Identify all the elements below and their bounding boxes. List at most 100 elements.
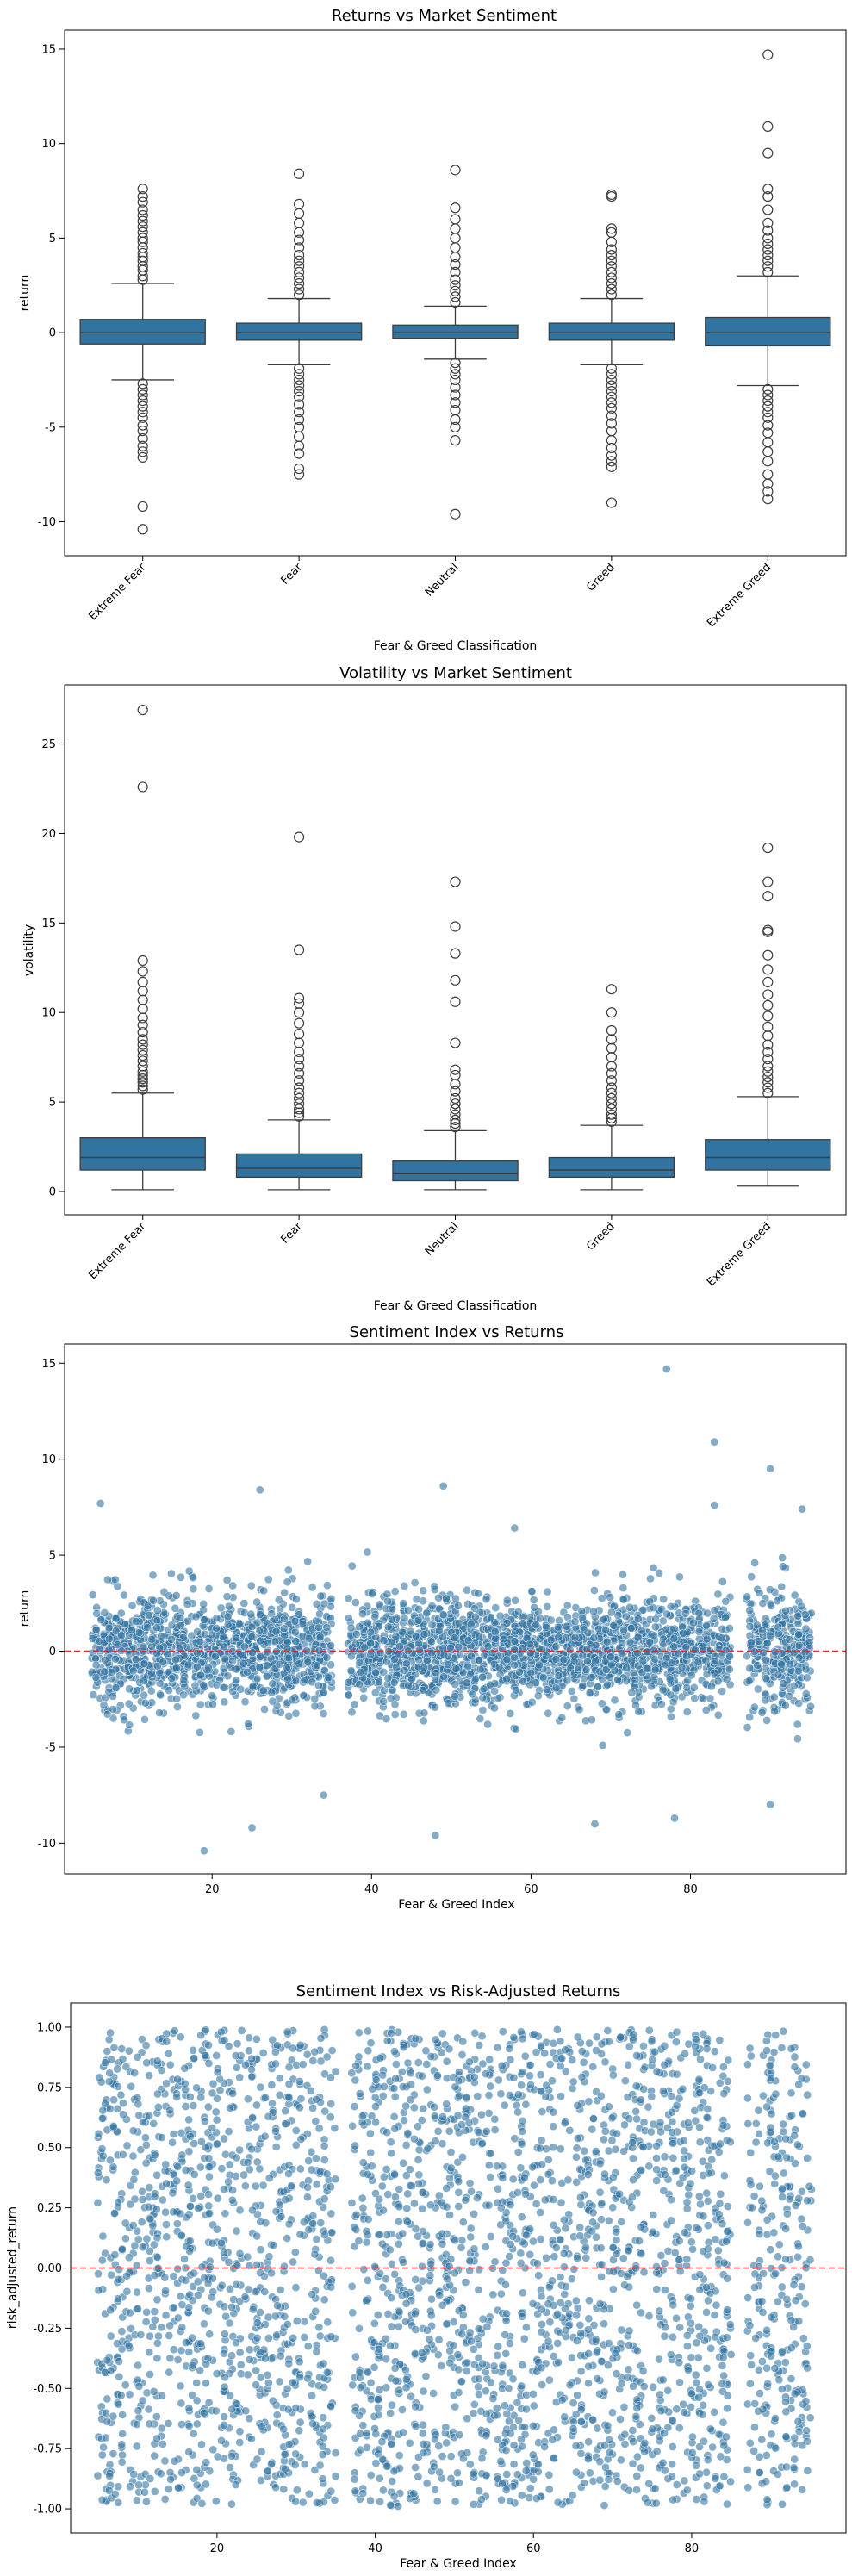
scatter-point — [580, 2479, 588, 2487]
scatter-point — [201, 1629, 209, 1639]
scatter-point — [191, 1612, 201, 1621]
scatter-point — [790, 1590, 799, 1600]
scatter-point — [619, 1595, 628, 1604]
scatter-point — [684, 2190, 693, 2200]
scatter-point — [468, 1689, 477, 1699]
scatter-point — [310, 1694, 320, 1703]
scatter-point — [466, 1620, 476, 1629]
scatter-point — [681, 1643, 691, 1652]
outlier-point — [294, 1107, 305, 1118]
scatter-point — [251, 2181, 260, 2191]
scatter-point — [451, 1692, 459, 1701]
outlier-point — [294, 1092, 305, 1104]
y-tick-label: -0.50 — [33, 2383, 62, 2396]
outlier-point — [294, 1067, 305, 1079]
scatter-point — [561, 2224, 570, 2233]
scatter-point — [434, 1593, 443, 1602]
scatter-point — [702, 2308, 711, 2317]
scatter-point — [771, 1647, 780, 1657]
outlier-point — [137, 395, 148, 407]
scatter-point — [702, 1634, 712, 1644]
scatter-point — [525, 2493, 534, 2502]
outlier-point — [606, 1052, 618, 1063]
scatter-point — [280, 1615, 289, 1624]
outlier-point — [294, 1111, 305, 1122]
scatter-point — [533, 1691, 543, 1701]
outlier-point — [606, 369, 618, 380]
iqr-box — [392, 324, 519, 339]
scatter-point — [572, 2178, 581, 2187]
scatter-point — [451, 1594, 460, 1603]
scatter-point — [283, 1565, 293, 1575]
scatter-point — [288, 1602, 296, 1612]
scatter-point — [312, 2154, 320, 2163]
scatter-point — [551, 1655, 561, 1664]
scatter-point — [146, 1686, 156, 1696]
scatter-point — [762, 1674, 771, 1683]
scatter-point — [351, 1630, 361, 1639]
scatter-point — [176, 1621, 185, 1630]
scatter-point — [326, 1594, 336, 1603]
scatter-point — [723, 2499, 731, 2509]
scatter-point — [150, 2487, 159, 2496]
scatter-point — [535, 1634, 544, 1644]
outlier-point — [762, 842, 774, 854]
scatter-point — [124, 2253, 134, 2262]
scatter-point — [256, 1652, 265, 1661]
scatter-point — [366, 1639, 375, 1648]
scatter-point — [469, 2500, 478, 2509]
scatter-point — [702, 2467, 711, 2477]
scatter-point — [438, 2029, 447, 2038]
scatter-point — [400, 2116, 408, 2125]
outlier-point — [450, 266, 461, 277]
scatter-point — [680, 2162, 689, 2172]
scatter-point — [543, 1602, 552, 1611]
scatter-point — [288, 1696, 297, 1705]
scatter-point — [696, 2200, 705, 2209]
outlier-point — [294, 242, 305, 253]
scatter-point — [366, 2471, 376, 2480]
scatter-point — [122, 2141, 132, 2150]
scatter-point — [387, 2322, 396, 2331]
scatter-point — [316, 1591, 326, 1601]
scatter-point — [483, 1642, 493, 1652]
scatter-point — [379, 1697, 389, 1706]
scatter-point — [164, 2049, 173, 2058]
scatter-point — [573, 2032, 582, 2042]
scatter-point — [667, 1658, 676, 1668]
scatter-point — [661, 2286, 669, 2294]
scatter-point — [526, 1648, 535, 1658]
chart-title: Returns vs Market Sentiment — [332, 7, 557, 25]
scatter-point — [789, 1681, 799, 1690]
outlier-point — [294, 386, 305, 397]
scatter-point — [145, 2071, 153, 2080]
scatter-point — [134, 1628, 144, 1637]
outlier-point — [606, 435, 618, 446]
scatter-point — [331, 2448, 340, 2457]
scatter-point — [794, 1640, 804, 1650]
scatter-point — [314, 2323, 324, 2332]
scatter-point — [786, 1659, 795, 1669]
outlier-point — [762, 1071, 774, 1083]
outlier-point — [137, 247, 148, 259]
scatter-point — [164, 2419, 173, 2428]
scatter-point — [724, 2056, 733, 2065]
scatter-point — [320, 1599, 329, 1608]
scatter-point — [743, 2399, 752, 2409]
scatter-point — [794, 1653, 804, 1663]
outlier-point — [606, 1098, 618, 1110]
scatter-point — [358, 2203, 368, 2212]
scatter-point — [765, 1585, 774, 1595]
scatter-point — [133, 2496, 141, 2505]
scatter-point — [718, 1577, 727, 1586]
scatter-point — [710, 1437, 719, 1447]
scatter-point — [233, 2039, 242, 2049]
scatter-point — [791, 2296, 800, 2305]
outlier-point — [450, 296, 461, 308]
y-tick-label: 5 — [49, 1097, 56, 1110]
scatter-point — [271, 2143, 281, 2151]
scatter-point — [588, 1715, 596, 1725]
scatter-point — [644, 2162, 654, 2171]
scatter-point — [587, 1673, 596, 1682]
scatter-point — [490, 2114, 500, 2124]
